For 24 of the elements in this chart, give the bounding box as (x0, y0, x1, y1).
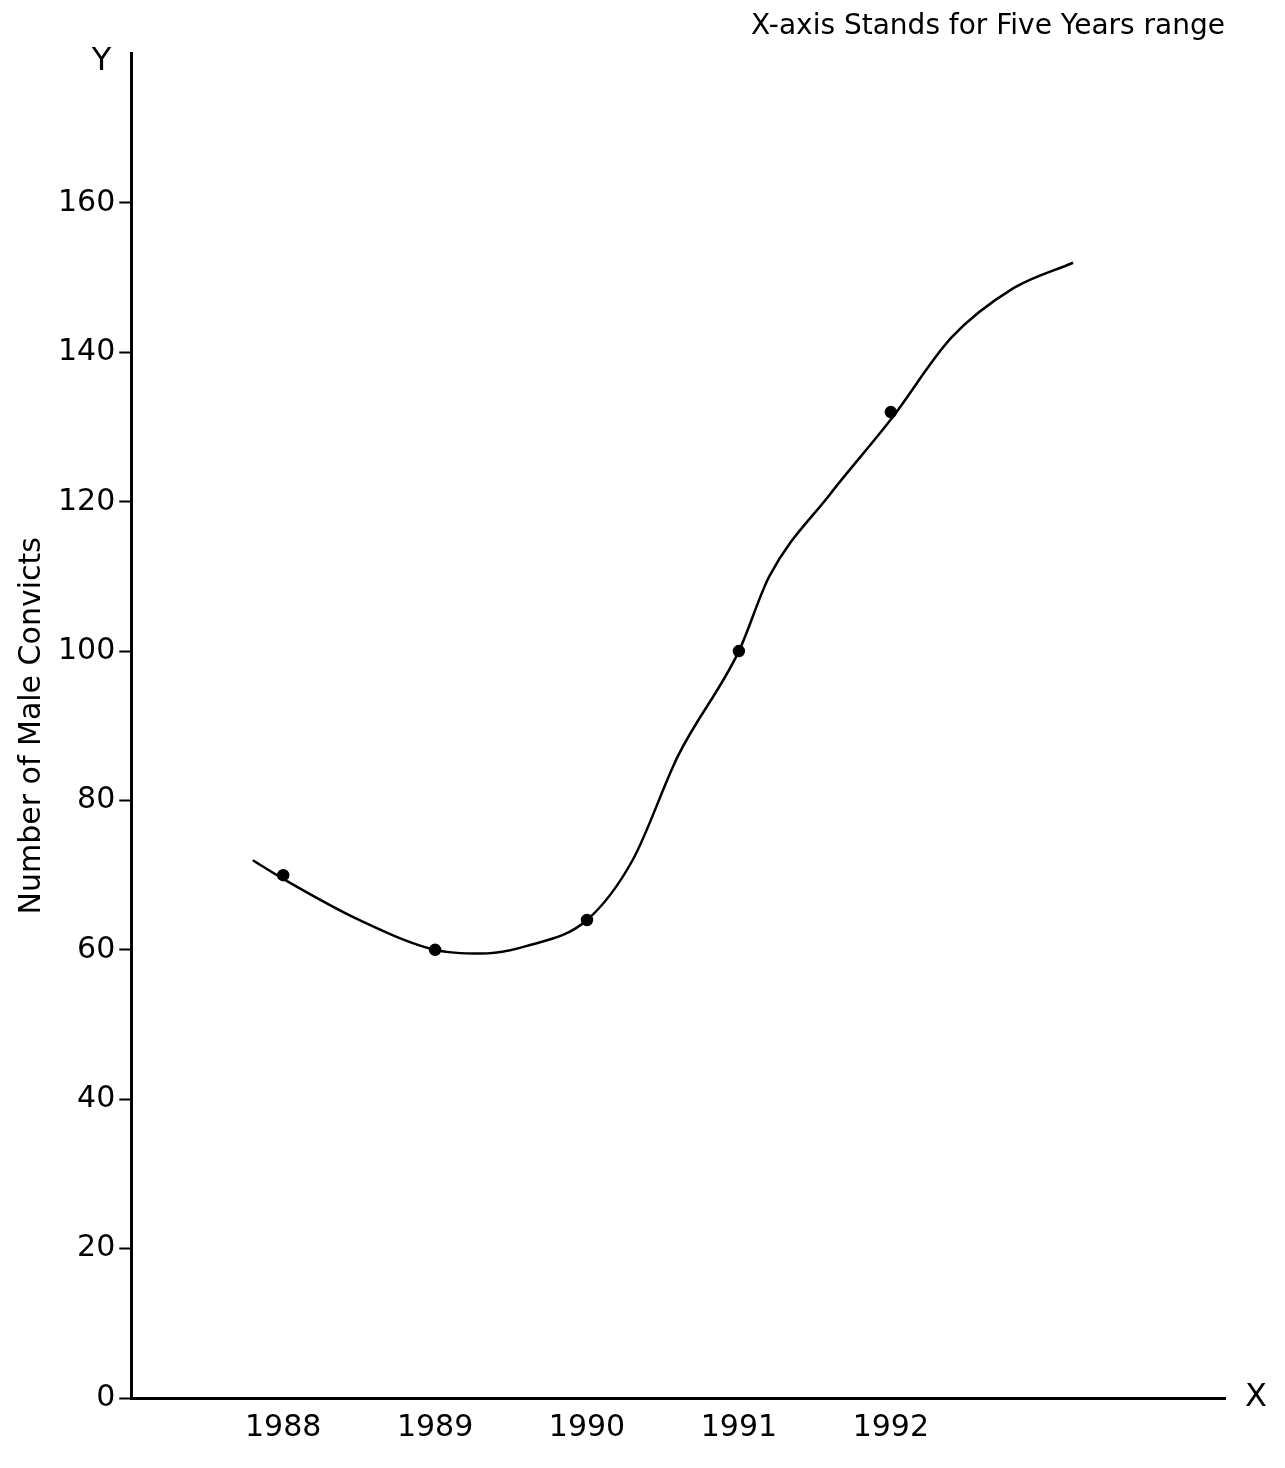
x-tick-label: 1991 (700, 1407, 778, 1443)
y-tick-label: 0 (96, 1377, 116, 1413)
x-tick-label: 1992 (852, 1407, 929, 1443)
line-series (251, 261, 1075, 955)
point (884, 405, 898, 419)
y-tick-label: 100 (58, 630, 116, 666)
point (580, 913, 594, 927)
x-tick-label: 1988 (244, 1407, 322, 1443)
y-axis-title: Number of Male Convicts (11, 537, 47, 915)
chart-title: X-axis Stands for Five Years range (751, 8, 1225, 42)
y-tick-label: 80 (77, 780, 116, 816)
x-tick-label: 1989 (396, 1407, 474, 1443)
point (276, 868, 290, 882)
x-tick-label: 1990 (548, 1407, 626, 1443)
y-tick-label: 120 (58, 481, 116, 517)
point (732, 644, 746, 658)
y-tick-label: 60 (77, 929, 116, 965)
y-tick-label: 160 (58, 182, 116, 218)
y-tick-label: 20 (77, 1228, 116, 1264)
y-tick-label: 40 (77, 1079, 116, 1115)
point (428, 943, 442, 957)
text: X (1245, 1376, 1267, 1415)
text: Y (90, 39, 112, 78)
y-tick-label: 140 (58, 332, 116, 368)
